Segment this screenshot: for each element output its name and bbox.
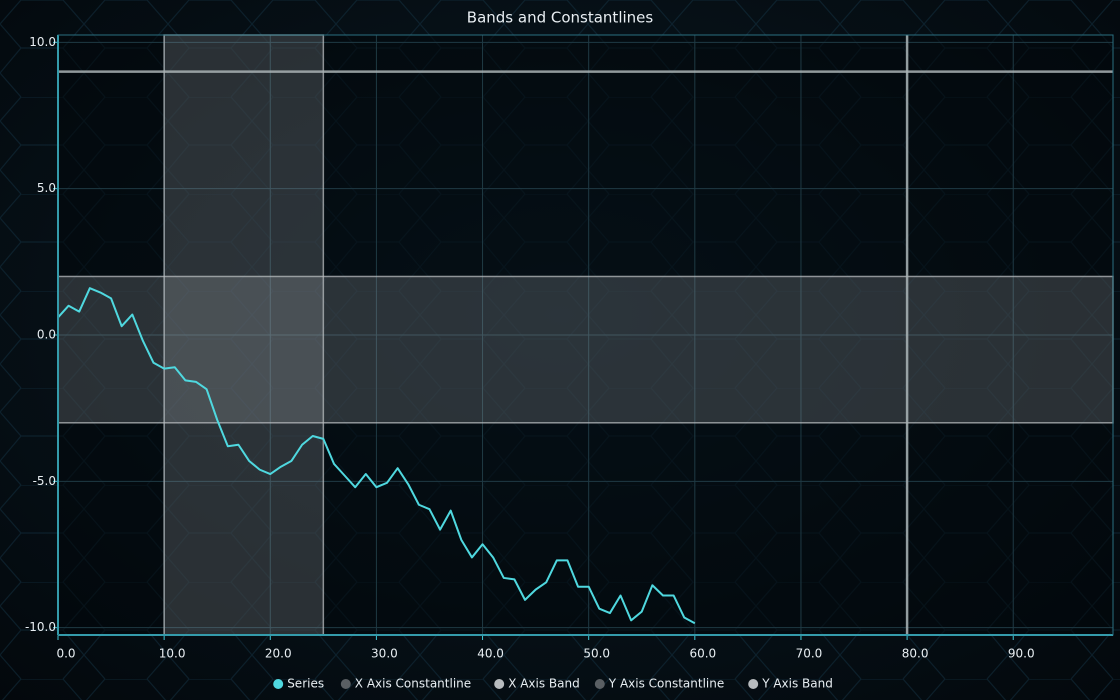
legend-label[interactable]: X Axis Constantline [355,677,471,691]
x-tick-label: 80.0 [902,647,929,661]
x-tick-label: 40.0 [477,647,504,661]
x-tick-label: 10.0 [159,647,186,661]
legend-marker[interactable] [273,679,284,689]
y-tick-label: -10.0 [25,620,56,634]
legend-label[interactable]: Y Axis Constantline [608,677,724,691]
y-axis-band [57,275,1114,424]
y-tick-label: 5.0 [37,181,56,195]
x-tick-label: 50.0 [583,647,610,661]
legend-marker[interactable] [594,679,605,689]
y-tick-label: 10.0 [29,35,56,49]
plot-border [57,34,1114,636]
x-axis-band [163,34,325,636]
x-tick-label: 20.0 [265,647,292,661]
x-tick-label: 60.0 [689,647,716,661]
chart-title: Bands and Constantlines [467,9,654,27]
x-tick-label: 70.0 [796,647,823,661]
y-tick-label: 0.0 [37,328,56,342]
x-tick-label: 0.0 [56,647,75,661]
legend-marker[interactable] [748,679,759,689]
x-tick-label: 30.0 [371,647,398,661]
y-tick-label: -5.0 [33,474,56,488]
legend-label[interactable]: X Axis Band [508,677,580,691]
legend-marker[interactable] [494,679,505,689]
x-tick-label: 90.0 [1008,647,1035,661]
series-line [57,287,696,625]
legend-label[interactable]: Series [287,677,324,691]
legend-label[interactable]: Y Axis Band [761,677,833,691]
legend-marker[interactable] [340,679,351,689]
